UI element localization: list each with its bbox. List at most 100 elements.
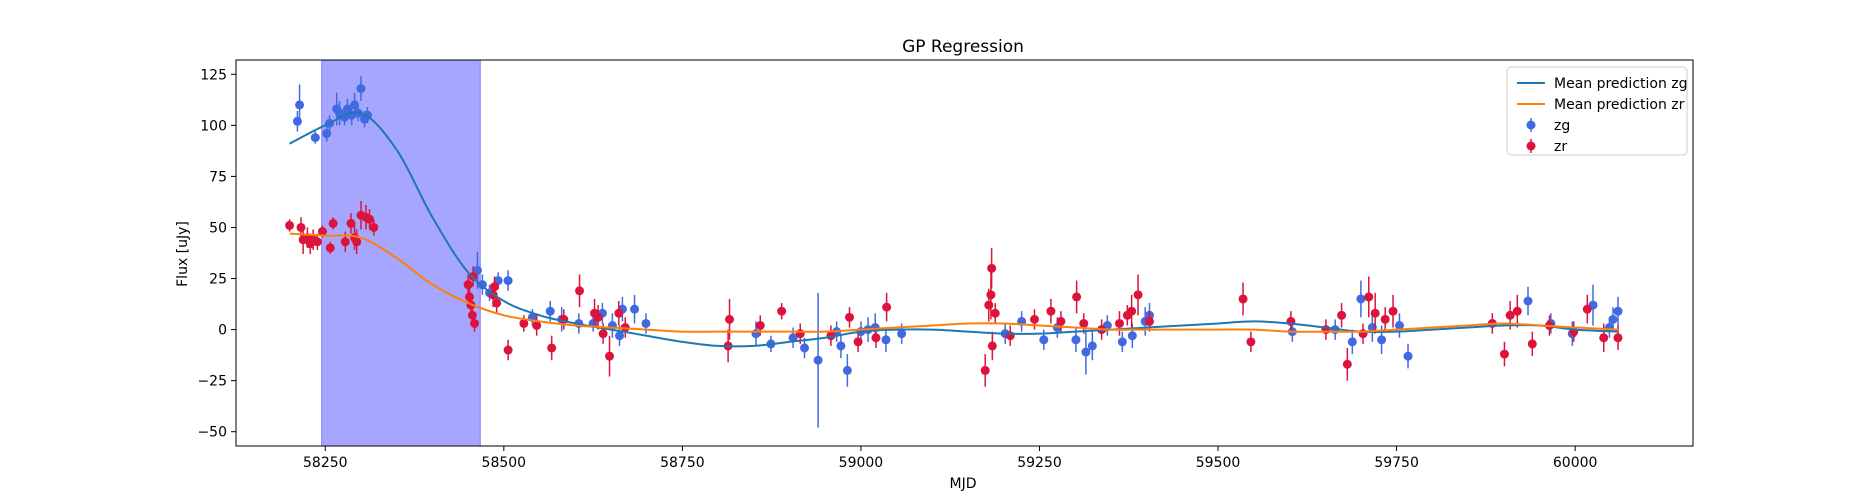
data-point	[492, 298, 502, 308]
legend: Mean prediction zg Mean prediction zr zg zr	[1506, 66, 1688, 156]
data-point	[984, 300, 994, 310]
y-tick-label: 75	[209, 169, 227, 185]
data-point	[1499, 349, 1509, 359]
data-point	[1087, 341, 1097, 351]
x-tick-label: 59750	[1374, 455, 1419, 471]
data-point	[1380, 314, 1390, 324]
data-point	[295, 100, 305, 110]
data-point	[503, 345, 513, 355]
data-point	[845, 312, 855, 322]
data-point	[1005, 331, 1015, 341]
data-point	[1114, 318, 1124, 328]
data-point	[990, 308, 1000, 318]
data-point	[1377, 335, 1387, 345]
legend-entry-label: Mean prediction zr	[1554, 97, 1685, 113]
data-point	[1079, 318, 1089, 328]
data-point	[1394, 321, 1404, 331]
data-point	[1364, 292, 1374, 302]
data-point	[545, 306, 555, 316]
y-tick-label: 100	[200, 118, 227, 134]
data-point	[1046, 306, 1056, 316]
data-point	[340, 237, 350, 247]
plot-area	[235, 59, 1694, 447]
data-point	[317, 227, 327, 237]
series-zr-points	[285, 200, 1623, 387]
data-point	[467, 310, 477, 320]
data-point	[882, 302, 892, 312]
data-point	[1144, 316, 1154, 326]
data-point	[532, 321, 542, 331]
data-point	[1505, 310, 1515, 320]
data-point	[1608, 314, 1618, 324]
data-point	[1072, 292, 1082, 302]
data-point	[1337, 310, 1347, 320]
data-point	[614, 308, 624, 318]
data-point	[1071, 335, 1081, 345]
data-point	[1081, 347, 1091, 357]
x-tick-label: 59250	[1017, 455, 1062, 471]
data-point	[477, 280, 487, 290]
data-point	[980, 365, 990, 375]
data-point	[1117, 337, 1127, 347]
data-point	[1613, 333, 1623, 343]
data-point	[1039, 335, 1049, 345]
data-point	[751, 329, 761, 339]
data-point	[1356, 294, 1366, 304]
y-tick-label: 0	[218, 323, 227, 339]
legend-entry-label: Mean prediction zg	[1554, 76, 1688, 92]
data-point	[813, 355, 823, 365]
data-point	[356, 84, 366, 94]
data-point	[310, 133, 320, 143]
data-point	[296, 222, 306, 232]
data-point	[641, 318, 651, 328]
data-point	[777, 306, 787, 316]
data-point	[312, 237, 322, 247]
data-point	[352, 237, 362, 247]
data-point	[1127, 331, 1137, 341]
data-point	[1523, 296, 1533, 306]
x-tick-label: 60000	[1553, 455, 1598, 471]
data-point	[1347, 337, 1357, 347]
data-point	[986, 290, 996, 300]
x-tick-label: 59000	[839, 455, 884, 471]
data-point	[1246, 337, 1256, 347]
data-point	[1342, 359, 1352, 369]
data-point	[346, 218, 356, 228]
legend-entry-label: zr	[1554, 139, 1567, 155]
data-point	[598, 329, 608, 339]
data-point	[490, 282, 500, 292]
y-axis-label: Flux [uJy]	[175, 221, 191, 287]
x-tick-label: 58250	[303, 455, 348, 471]
data-point	[836, 341, 846, 351]
data-point	[1133, 290, 1143, 300]
x-axis: 58250 58500 58750 59000 59250 59500 59750 60000	[303, 446, 1597, 471]
data-point	[605, 351, 615, 361]
data-point	[871, 333, 881, 343]
legend-marker-swatch	[1526, 141, 1536, 151]
data-point	[1582, 304, 1592, 314]
chart-title: GP Regression	[902, 37, 1024, 57]
data-point	[1403, 351, 1413, 361]
data-point	[1527, 339, 1537, 349]
data-point	[1512, 306, 1522, 316]
data-point	[325, 243, 335, 253]
data-point	[725, 314, 735, 324]
data-point	[365, 214, 375, 224]
data-point	[897, 329, 907, 339]
y-tick-label: 25	[209, 272, 227, 288]
data-point	[292, 116, 302, 126]
x-axis-label: MJD	[950, 476, 977, 492]
data-point	[465, 292, 475, 302]
data-point	[1388, 306, 1398, 316]
y-axis: −50 −25 0 25 50 75 100 125	[197, 67, 236, 441]
data-point	[1370, 308, 1380, 318]
data-point	[1238, 294, 1248, 304]
legend-frame	[1506, 66, 1688, 156]
y-tick-label: −50	[197, 425, 227, 441]
data-point	[615, 331, 625, 341]
data-point	[788, 333, 798, 343]
data-point	[1029, 314, 1039, 324]
data-point	[987, 263, 997, 273]
data-point	[547, 343, 557, 353]
